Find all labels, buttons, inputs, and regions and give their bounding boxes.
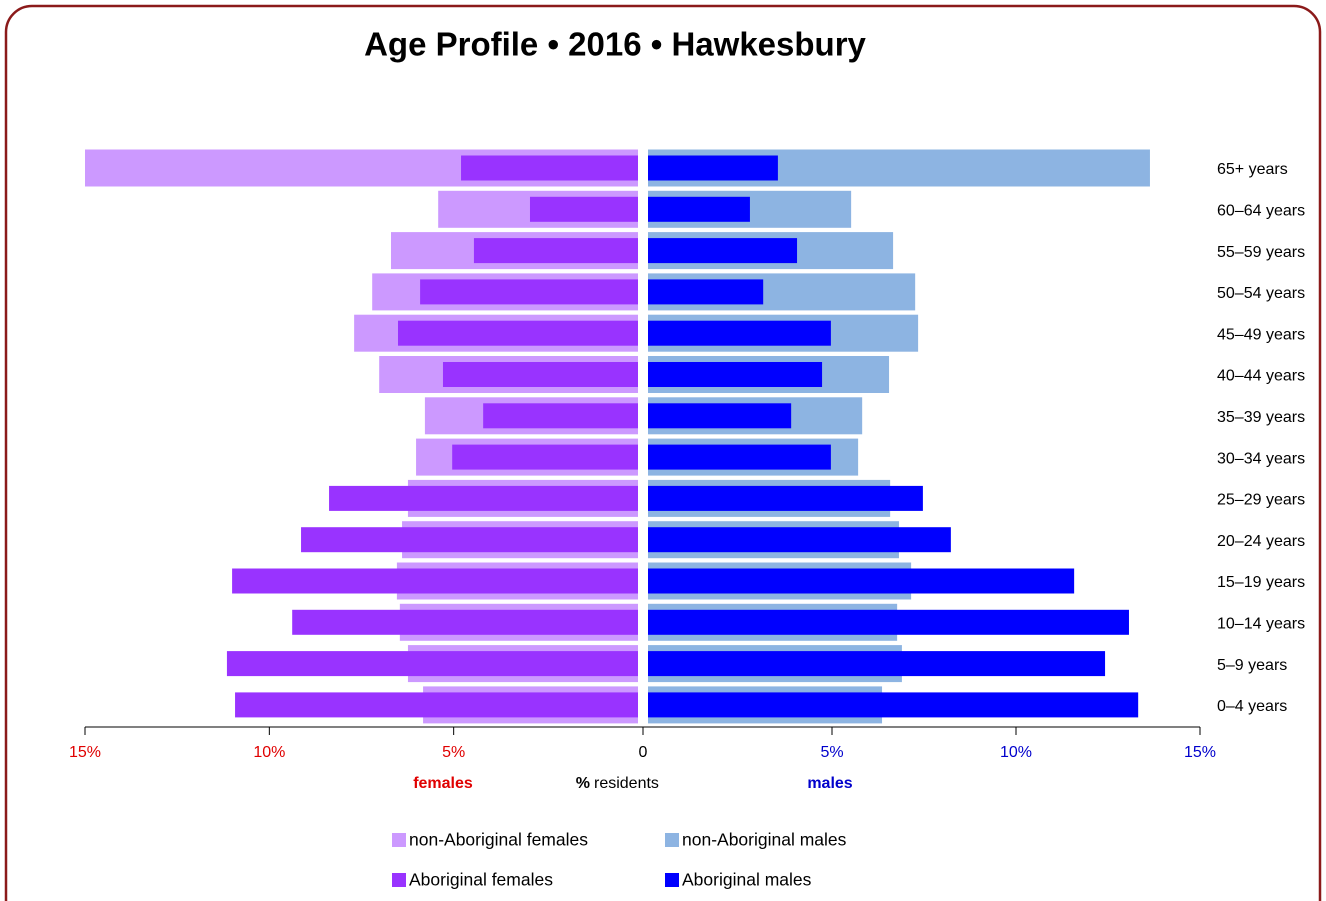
bar bbox=[648, 320, 831, 346]
category-label: 10–14 years bbox=[1217, 616, 1305, 633]
bar bbox=[648, 403, 792, 429]
bar bbox=[648, 444, 831, 470]
x-tick-label: 10% bbox=[253, 744, 285, 761]
category-label: 35–39 years bbox=[1217, 409, 1305, 426]
category-label: 60–64 years bbox=[1217, 203, 1305, 220]
bar bbox=[232, 568, 638, 594]
bar bbox=[292, 609, 638, 635]
category-label: 20–24 years bbox=[1217, 533, 1305, 550]
x-tick-label: 10% bbox=[1000, 744, 1032, 761]
bar bbox=[648, 485, 923, 511]
category-label: 15–19 years bbox=[1217, 574, 1305, 591]
bar bbox=[648, 279, 764, 305]
x-tick-label: 5% bbox=[820, 744, 843, 761]
category-label: 40–44 years bbox=[1217, 368, 1305, 385]
bar bbox=[442, 362, 638, 387]
bar bbox=[483, 403, 638, 429]
category-label: 5–9 years bbox=[1217, 657, 1287, 674]
axis-label: females bbox=[413, 775, 473, 792]
bar bbox=[648, 362, 823, 387]
category-label: 45–49 years bbox=[1217, 326, 1305, 343]
category-label: 50–54 years bbox=[1217, 285, 1305, 302]
bar bbox=[473, 238, 638, 264]
bar bbox=[648, 527, 951, 553]
bar bbox=[648, 238, 798, 264]
x-tick-label: 15% bbox=[69, 744, 101, 761]
legend-swatch bbox=[392, 833, 406, 847]
bar bbox=[648, 609, 1129, 635]
axis-label-symbol: % bbox=[576, 775, 590, 792]
legend-swatch bbox=[665, 833, 679, 847]
category-label: 0–4 years bbox=[1217, 698, 1287, 715]
legend-label: non-Aboriginal females bbox=[409, 830, 588, 850]
chart-title: Age Profile • 2016 • Hawkesbury bbox=[364, 26, 866, 63]
bar bbox=[301, 527, 638, 553]
bar bbox=[420, 279, 638, 305]
axis-label: residents bbox=[594, 775, 659, 792]
bar bbox=[226, 651, 639, 677]
category-label: 65+ years bbox=[1217, 161, 1288, 178]
x-tick-label: 5% bbox=[442, 744, 465, 761]
bar bbox=[397, 320, 638, 346]
bar bbox=[235, 692, 638, 718]
bar bbox=[529, 196, 638, 222]
x-tick-label: 15% bbox=[1184, 744, 1216, 761]
legend-label: Aboriginal males bbox=[682, 870, 812, 890]
bar bbox=[648, 568, 1075, 594]
category-label: 25–29 years bbox=[1217, 492, 1305, 509]
axis-label: males bbox=[807, 775, 852, 792]
legend-label: Aboriginal females bbox=[409, 870, 553, 890]
x-tick-label: 0 bbox=[639, 744, 648, 761]
bar bbox=[329, 485, 638, 511]
legend-swatch bbox=[392, 873, 406, 887]
bar bbox=[648, 196, 750, 222]
bar bbox=[461, 155, 638, 181]
category-label: 55–59 years bbox=[1217, 244, 1305, 261]
bar bbox=[648, 651, 1106, 677]
bar bbox=[648, 155, 778, 181]
bar bbox=[648, 692, 1139, 718]
bar bbox=[452, 444, 638, 470]
legend-label: non-Aboriginal males bbox=[682, 830, 847, 850]
category-label: 30–34 years bbox=[1217, 450, 1305, 467]
legend-swatch bbox=[665, 873, 679, 887]
